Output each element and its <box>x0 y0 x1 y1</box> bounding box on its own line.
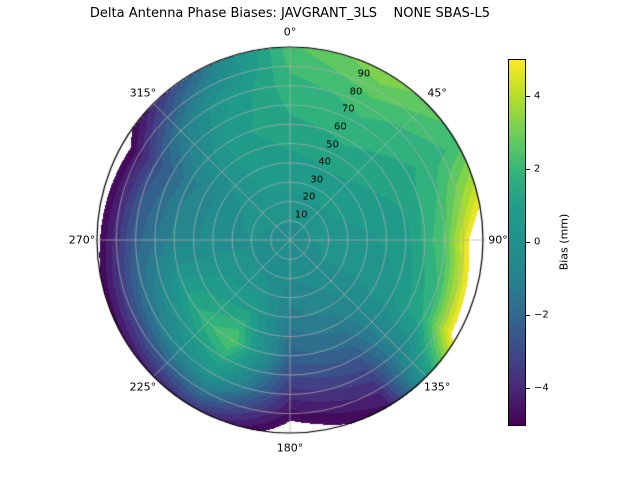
azimuth-tick-label: 225° <box>129 380 157 394</box>
azimuth-tick-label: 315° <box>129 86 157 100</box>
colorbar-tick-mark <box>526 168 530 170</box>
radial-tick-label: 60 <box>333 121 347 133</box>
radial-tick-label: 80 <box>349 86 363 98</box>
colorbar-tick-label: 2 <box>534 163 541 174</box>
colorbar-tick-mark <box>526 241 530 243</box>
azimuth-tick-label: 0° <box>283 25 297 39</box>
radial-tick-label: 40 <box>318 156 332 168</box>
radial-tick-label: 90 <box>357 68 371 80</box>
colorbar-tick-label: −2 <box>534 309 549 320</box>
radial-tick-label: 20 <box>302 191 316 203</box>
polar-heatmap-canvas <box>92 42 488 438</box>
azimuth-tick-label: 270° <box>68 233 96 247</box>
colorbar-tick-mark <box>526 314 530 316</box>
colorbar-tick-label: 4 <box>534 90 541 101</box>
colorbar: 4 2 0 −2 −4 <box>508 59 628 426</box>
azimuth-tick-label: 180° <box>276 441 304 455</box>
colorbar-tick-label: 0 <box>534 236 541 247</box>
colorbar-tick-mark <box>526 95 530 97</box>
radial-tick-label: 70 <box>341 103 355 115</box>
colorbar-tick-label: −4 <box>534 382 549 393</box>
azimuth-tick-label: 45° <box>427 86 447 100</box>
radial-tick-label: 30 <box>310 174 324 186</box>
colorbar-gradient <box>508 59 526 426</box>
colorbar-label: Bias (mm) <box>557 213 571 271</box>
azimuth-tick-label: 90° <box>488 233 508 247</box>
azimuth-tick-label: 135° <box>423 380 451 394</box>
polar-plot: 0° 45° 90° 135° 180° 225° 270° 315° 10 20 30 40 50 60… <box>69 26 508 455</box>
radial-tick-label: 10 <box>294 209 308 221</box>
chart-title: Delta Antenna Phase Biases: JAVGRANT_3LS… <box>89 6 491 21</box>
colorbar-tick-mark <box>526 387 530 389</box>
radial-tick-label: 50 <box>326 139 339 151</box>
